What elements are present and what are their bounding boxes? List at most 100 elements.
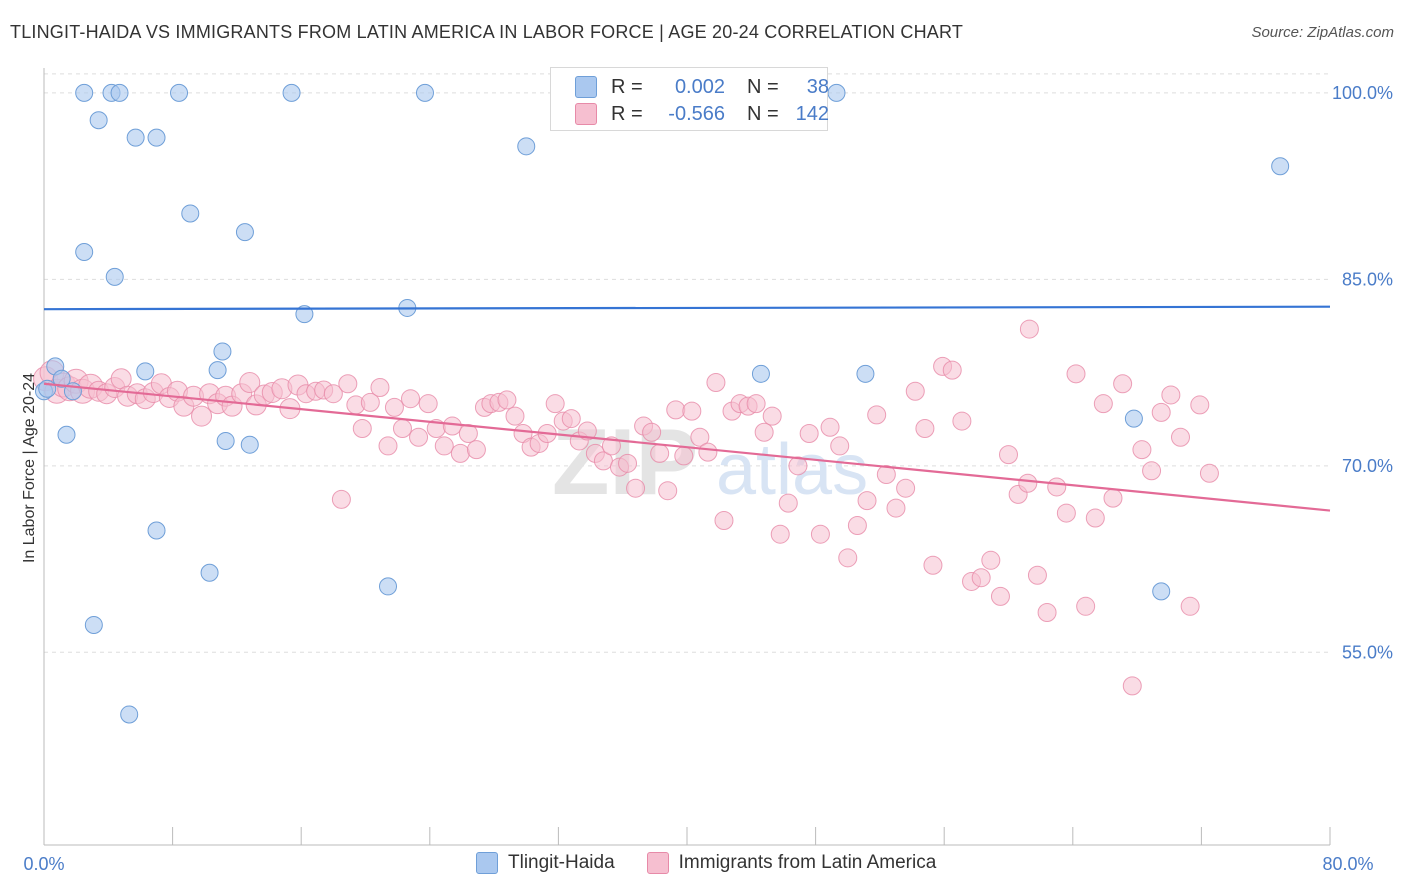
latin-america-point [674, 446, 694, 466]
latin-america-trend-line [43, 382, 1331, 512]
latin-america-point [886, 498, 906, 518]
tlingit-haida-point [208, 361, 227, 380]
legend-r-label: R = [611, 75, 643, 98]
latin-america-point [323, 384, 343, 404]
legend-swatch-pink [575, 103, 597, 125]
latin-america-point [1171, 427, 1191, 447]
latin-america-point [545, 394, 565, 414]
bottom-legend-label-tlingit-haida: Tlingit-Haida [508, 852, 615, 873]
legend-n-value: 38 [806, 75, 829, 98]
y-tick-labels: 55.0% 70.0% 85.0% 100.0% [1332, 83, 1393, 662]
latin-america-point [905, 381, 925, 401]
tlingit-haida-point [213, 342, 232, 361]
latin-america-point [847, 515, 867, 535]
latin-america-point [706, 373, 726, 393]
tlingit-haida-point [856, 364, 875, 383]
latin-america-point [952, 411, 972, 431]
latin-america-point [618, 453, 638, 473]
tlingit-haida-point [126, 128, 145, 147]
latin-america-point [392, 419, 412, 439]
latin-america-point [442, 416, 462, 436]
latin-america-point [698, 442, 718, 462]
latin-america-point [990, 586, 1010, 606]
latin-america-point [1085, 508, 1105, 528]
latin-america-point [666, 400, 686, 420]
tlingit-haida-point [295, 305, 314, 324]
tlingit-haida-point [282, 83, 301, 102]
latin-america-point [370, 378, 390, 398]
latin-america-point [338, 374, 358, 394]
x-tick-label-max: 80.0% [1322, 854, 1373, 874]
latin-america-point [642, 422, 662, 442]
latin-america-point [418, 394, 438, 414]
legend-n-value: 142 [795, 102, 829, 125]
tlingit-haida-point [216, 431, 235, 450]
latin-america-point [810, 524, 830, 544]
legend-n-label: N = [747, 75, 779, 98]
latin-america-point [1190, 395, 1210, 415]
tlingit-haida-point [52, 369, 71, 388]
tlingit-haida-point [379, 577, 398, 596]
latin-america-point [762, 406, 782, 426]
latin-america-point [658, 481, 678, 501]
latin-america-point [1180, 596, 1200, 616]
latin-america-point [561, 409, 581, 429]
latin-america-point [1037, 603, 1057, 623]
tlingit-haida-point [200, 563, 219, 582]
y-tick-label: 70.0% [1342, 456, 1393, 476]
latin-america-point [754, 422, 774, 442]
latin-america-point [770, 524, 790, 544]
tlingit-haida-point [84, 615, 103, 634]
latin-america-point [352, 419, 372, 439]
latin-america-point [746, 394, 766, 414]
tlingit-haida-point [110, 83, 129, 102]
latin-america-point [505, 406, 525, 426]
tlingit-haida-point [75, 83, 94, 102]
latin-america-point [867, 405, 887, 425]
latin-america-point [360, 392, 380, 412]
latin-america-point [1151, 402, 1171, 422]
tlingit-haida-point [415, 83, 434, 102]
bottom-legend-swatch-pink [646, 852, 669, 874]
tlingit-haida-point [1271, 157, 1290, 176]
chart-source: Source: ZipAtlas.com [1251, 24, 1394, 41]
y-tick-label: 100.0% [1332, 83, 1393, 103]
latin-america-point [981, 550, 1001, 570]
latin-america-point [466, 440, 486, 460]
latin-america-point [1103, 488, 1123, 508]
latin-america-point [191, 405, 213, 427]
y-tick-label: 55.0% [1342, 642, 1393, 662]
latin-america-point [409, 427, 429, 447]
latin-america-point [857, 491, 877, 511]
legend-r-value: 0.002 [674, 75, 725, 98]
latin-america-point [1122, 676, 1142, 696]
grid-lines [44, 73, 1330, 653]
latin-america-point [896, 478, 916, 498]
legend-r-value: -0.566 [668, 102, 725, 125]
latin-america-point [830, 436, 850, 456]
legend-n-label: N = [747, 102, 779, 125]
x-tick-label-min: 0.0% [23, 854, 64, 874]
latin-america-point [820, 417, 840, 437]
latin-america-point [1076, 596, 1096, 616]
latin-america-point [799, 424, 819, 444]
latin-america-point [626, 478, 646, 498]
latin-america-point [458, 424, 478, 444]
latin-america-point [239, 372, 261, 394]
latin-america-point [1132, 440, 1152, 460]
latin-america-point [690, 427, 710, 447]
tlingit-haida-point [235, 223, 254, 242]
latin-america-point [1019, 319, 1039, 339]
tlingit-haida-point [240, 435, 259, 454]
latin-america-point [450, 443, 470, 463]
series-latin-america-points [33, 319, 1219, 696]
latin-america-point [434, 436, 454, 456]
tlingit-haida-point [1124, 409, 1143, 428]
latin-america-point [778, 493, 798, 513]
latin-america-point [942, 360, 962, 380]
latin-america-point [601, 436, 621, 456]
tlingit-haida-point [1152, 582, 1171, 601]
latin-america-point [331, 489, 351, 509]
latin-america-point [915, 419, 935, 439]
